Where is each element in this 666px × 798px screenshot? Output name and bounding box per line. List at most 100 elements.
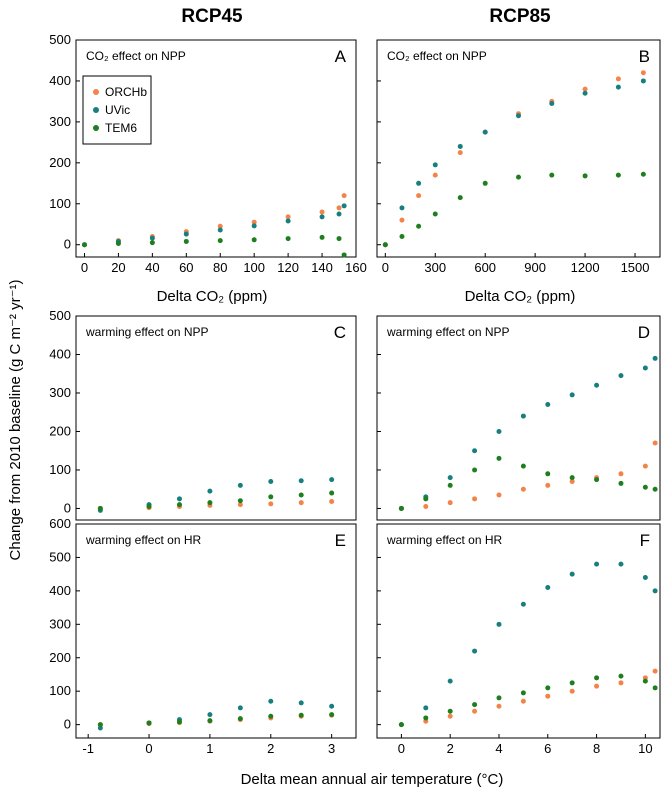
data-point xyxy=(237,498,243,504)
data-point xyxy=(336,211,342,217)
data-point xyxy=(472,702,478,708)
data-point xyxy=(482,180,488,186)
data-point xyxy=(569,479,575,485)
data-point xyxy=(298,700,304,706)
data-point xyxy=(336,236,342,242)
panel-letter: F xyxy=(640,531,650,550)
data-point xyxy=(382,242,388,248)
x-tick-label: 4 xyxy=(495,741,502,756)
data-point xyxy=(432,172,438,178)
x-tick-label: 2 xyxy=(267,741,274,756)
series-orchb xyxy=(97,499,335,511)
y-tick-label: 300 xyxy=(49,385,71,400)
data-point xyxy=(251,223,257,229)
y-tick-label: 0 xyxy=(64,237,71,252)
x-tick-label: 140 xyxy=(311,260,333,275)
panel-b: 0 300 600 900 1200 1500 CO₂ effect on NPP B xyxy=(376,39,661,275)
data-point xyxy=(642,463,648,469)
series-uvic xyxy=(382,78,646,248)
data-point xyxy=(472,496,478,502)
data-point xyxy=(319,234,325,240)
y-tick-label: 600 xyxy=(49,516,71,531)
data-point xyxy=(640,78,646,84)
series-uvic xyxy=(97,477,335,513)
y-tick-label: 100 xyxy=(49,196,71,211)
data-point xyxy=(457,143,463,149)
data-point xyxy=(545,585,551,591)
data-point xyxy=(237,716,243,722)
y-tick-label: 200 xyxy=(49,650,71,665)
data-point xyxy=(496,492,502,498)
panel-title: warming effect on HR xyxy=(85,533,201,547)
data-point xyxy=(336,205,342,211)
data-point xyxy=(482,129,488,135)
x-tick-label: 0 xyxy=(145,741,152,756)
data-point xyxy=(516,113,521,119)
x-tick-label: 900 xyxy=(524,260,546,275)
y-tick-label: 0 xyxy=(64,500,71,515)
data-point xyxy=(268,479,274,485)
data-point xyxy=(146,504,152,510)
data-point xyxy=(594,477,600,483)
data-point xyxy=(594,561,600,567)
data-point xyxy=(496,703,502,709)
x-tick-label: 8 xyxy=(593,741,600,756)
data-point xyxy=(447,475,453,481)
data-point xyxy=(285,214,291,220)
data-point xyxy=(329,477,335,483)
series-orchb xyxy=(81,193,347,248)
legend-marker xyxy=(93,125,99,131)
y-tick-label: 400 xyxy=(49,73,71,88)
data-point xyxy=(207,712,213,718)
panel-letter: D xyxy=(638,323,650,342)
x-tick-label: 0 xyxy=(81,260,88,275)
data-point xyxy=(642,365,648,371)
data-point xyxy=(115,240,121,246)
data-point xyxy=(615,84,621,90)
series-uvic xyxy=(97,698,335,731)
legend-label: ORCHb xyxy=(105,85,147,99)
data-point xyxy=(329,703,335,709)
data-point xyxy=(237,502,243,508)
data-point xyxy=(268,501,274,507)
data-point xyxy=(217,223,223,229)
data-point xyxy=(549,172,555,178)
data-point xyxy=(520,601,526,607)
data-point xyxy=(652,486,658,492)
data-point xyxy=(582,90,588,96)
x-tick-label: 160 xyxy=(345,260,367,275)
data-point xyxy=(618,471,624,477)
series-orchb xyxy=(382,70,646,248)
series-tem6 xyxy=(382,171,646,248)
data-point xyxy=(652,668,658,674)
y-tick-label: 500 xyxy=(49,32,71,47)
y-tick-label: 0 xyxy=(64,717,71,732)
y-tick-label: 100 xyxy=(49,683,71,698)
x-tick-label: 20 xyxy=(111,260,125,275)
data-point xyxy=(642,575,648,580)
data-point xyxy=(298,478,304,484)
data-point xyxy=(618,673,624,679)
data-point xyxy=(298,492,304,498)
x-tick-label: 60 xyxy=(179,260,193,275)
x-tick-label: 0 xyxy=(398,741,405,756)
data-point xyxy=(618,561,624,567)
data-point xyxy=(618,680,624,686)
x-tick-label: 10 xyxy=(638,741,652,756)
panel-letter: A xyxy=(335,47,347,66)
panel-letter: B xyxy=(639,47,650,66)
shared-y-axis-label: Change from 2010 baseline (g C m⁻² yr⁻¹) xyxy=(7,280,24,561)
series-tem6 xyxy=(398,673,658,728)
data-point xyxy=(549,100,555,106)
data-point xyxy=(652,685,658,691)
panel-frame xyxy=(376,39,661,258)
panel-b-x-axis-label: Delta CO₂ (ppm) xyxy=(465,288,576,305)
data-point xyxy=(472,448,478,454)
data-point xyxy=(298,712,304,718)
x-tick-label: 40 xyxy=(145,260,159,275)
data-point xyxy=(472,648,478,654)
shared-x-axis-label: Delta mean annual air temperature (°C) xyxy=(241,771,504,788)
data-point xyxy=(176,502,182,508)
legend-marker xyxy=(93,107,99,113)
